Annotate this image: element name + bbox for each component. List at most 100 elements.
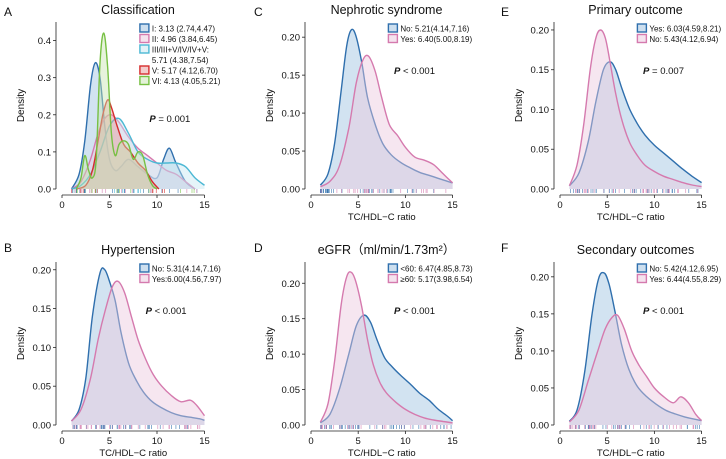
density-line-0 xyxy=(70,61,196,190)
legend: I: 3.13 (2.74,4.47)II: 4.96 (3.84,6.45) I… xyxy=(139,23,221,86)
legend-swatch xyxy=(636,263,648,273)
legend-label: Yes:6.00(4.56,7.97) xyxy=(152,275,222,284)
x-tick-label: 15 xyxy=(696,200,707,211)
y-tick-label: 0.15 xyxy=(282,71,301,82)
panel-label: A xyxy=(4,5,12,19)
y-tick-label: 0.05 xyxy=(531,383,550,394)
x-tick-label: 5 xyxy=(605,200,610,211)
density-area-3 xyxy=(76,99,159,189)
x-tick-label: 0 xyxy=(59,436,64,447)
density-area-0 xyxy=(71,62,195,189)
legend-swatch xyxy=(387,33,399,44)
y-axis-label: Density xyxy=(16,327,27,360)
x-tick-label: 5 xyxy=(107,200,112,211)
y-tick-label: 0.10 xyxy=(531,346,550,357)
legend-swatch xyxy=(139,65,150,75)
y-tick-label: 0.15 xyxy=(282,314,301,325)
legend-swatch xyxy=(139,23,150,33)
legend: No: 5.31(4.14,7.16)Yes:6.00(4.56,7.97) xyxy=(139,263,222,284)
y-tick-label: 0.10 xyxy=(282,350,301,361)
x-tick-label: 5 xyxy=(605,436,610,447)
density-area-1 xyxy=(569,30,702,189)
x-tick-label: 0 xyxy=(308,436,313,447)
x-tick-label: 0 xyxy=(59,200,64,211)
p-value-annotation: P < 0.001 xyxy=(394,66,435,77)
legend-swatch xyxy=(139,263,150,273)
y-tick-label: 0.05 xyxy=(531,145,550,156)
y-tick-label: 0.00 xyxy=(531,185,550,196)
y-tick-label: 0.00 xyxy=(282,185,301,196)
chart-title: Hypertension xyxy=(101,243,175,257)
x-tick-label: 10 xyxy=(649,436,660,447)
density-area-0 xyxy=(569,272,702,425)
legend-label: ≥60: 5.17(3.98,6.54) xyxy=(400,275,472,284)
legend: Yes: 6.03(4.59,8.21)No: 5.43(4.12,6.94) xyxy=(636,23,721,44)
y-tick-label: 0.15 xyxy=(531,309,550,320)
legend-label: <60: 6.47(4.85,8.73) xyxy=(400,265,473,274)
x-tick-label: 5 xyxy=(107,436,112,447)
x-tick-label: 10 xyxy=(400,436,411,447)
y-tick-label: 0.15 xyxy=(33,304,52,315)
density-line-1 xyxy=(568,29,702,188)
density-area-0 xyxy=(71,267,205,425)
y-axis-label: Density xyxy=(265,89,276,122)
y-tick-label: 0.05 xyxy=(282,147,301,158)
legend-label: Yes: 6.03(4.59,8.21) xyxy=(649,25,721,34)
y-tick-label: 0.10 xyxy=(282,109,301,120)
y-tick-label: 0.00 xyxy=(531,421,550,432)
density-area-1 xyxy=(320,55,453,190)
x-tick-label: 0 xyxy=(557,436,562,447)
density-area-2 xyxy=(71,118,205,189)
density-line-4 xyxy=(75,32,158,190)
density-area-4 xyxy=(76,33,157,189)
legend-label: No: 5.43(4.12,6.94) xyxy=(649,35,718,44)
legend-swatch xyxy=(636,23,648,33)
y-axis-label: Density xyxy=(514,89,525,122)
x-tick-label: 15 xyxy=(199,436,210,447)
y-tick-label: 0.15 xyxy=(531,65,550,76)
panel-c: C Nephrotic syndrome Density 0.00 0.05 0.10 0.… xyxy=(254,3,472,223)
legend-label: No: 5.31(4.14,7.16) xyxy=(152,265,221,274)
x-axis-label: TC/HDL−C ratio xyxy=(597,448,665,459)
y-tick-label: 0.10 xyxy=(531,105,550,116)
density-area-1 xyxy=(320,271,453,425)
y-tick-label: 0.20 xyxy=(33,265,52,276)
y-tick-label: 0.20 xyxy=(282,33,301,44)
legend-swatch xyxy=(387,263,399,273)
chart-title: Nephrotic syndrome xyxy=(331,3,443,17)
rug-marks xyxy=(72,425,201,429)
chart-title: Secondary outcomes xyxy=(577,243,694,257)
y-tick-label: 0.4 xyxy=(38,36,51,47)
legend-label: III/III+V/IV/IV+V: xyxy=(152,46,209,55)
legend-swatch xyxy=(139,44,150,54)
y-tick-label: 0.20 xyxy=(282,279,301,290)
legend-label: I: 3.13 (2.74,4.47) xyxy=(152,25,215,34)
legend-label: Yes: 6.40(5.00,8.19) xyxy=(400,35,472,44)
y-tick-label: 0.00 xyxy=(33,421,52,432)
y-axis-label: Density xyxy=(265,327,276,360)
legend-label: II: 4.96 (3.84,6.45) xyxy=(152,35,218,44)
chart-title: Primary outcome xyxy=(588,3,683,17)
y-tick-label: 0.2 xyxy=(38,110,51,121)
density-line-1 xyxy=(319,271,453,424)
x-tick-label: 5 xyxy=(356,436,361,447)
x-axis-label: TC/HDL−C ratio xyxy=(348,212,416,223)
legend-label-cont: 5.71 (4.38,7.54) xyxy=(152,56,209,65)
legend: No: 5.21(4.14,7.16)Yes: 6.40(5.00,8.19) xyxy=(387,23,472,44)
rug-marks xyxy=(569,425,700,429)
x-tick-label: 15 xyxy=(199,200,210,211)
legend: <60: 6.47(4.85,8.73)≥60: 5.17(3.98,6.54) xyxy=(387,263,473,284)
density-area-1 xyxy=(71,281,205,425)
y-tick-label: 0.20 xyxy=(531,25,550,36)
rug-marks xyxy=(320,189,447,193)
density-line-1 xyxy=(70,280,206,422)
density-line-0 xyxy=(319,314,454,424)
chart-title: Classification xyxy=(101,3,175,17)
density-area-0 xyxy=(320,29,453,189)
legend-swatch xyxy=(139,75,150,86)
y-axis-label: Density xyxy=(16,89,27,122)
panel-label: F xyxy=(501,241,508,255)
legend-swatch xyxy=(387,273,399,284)
